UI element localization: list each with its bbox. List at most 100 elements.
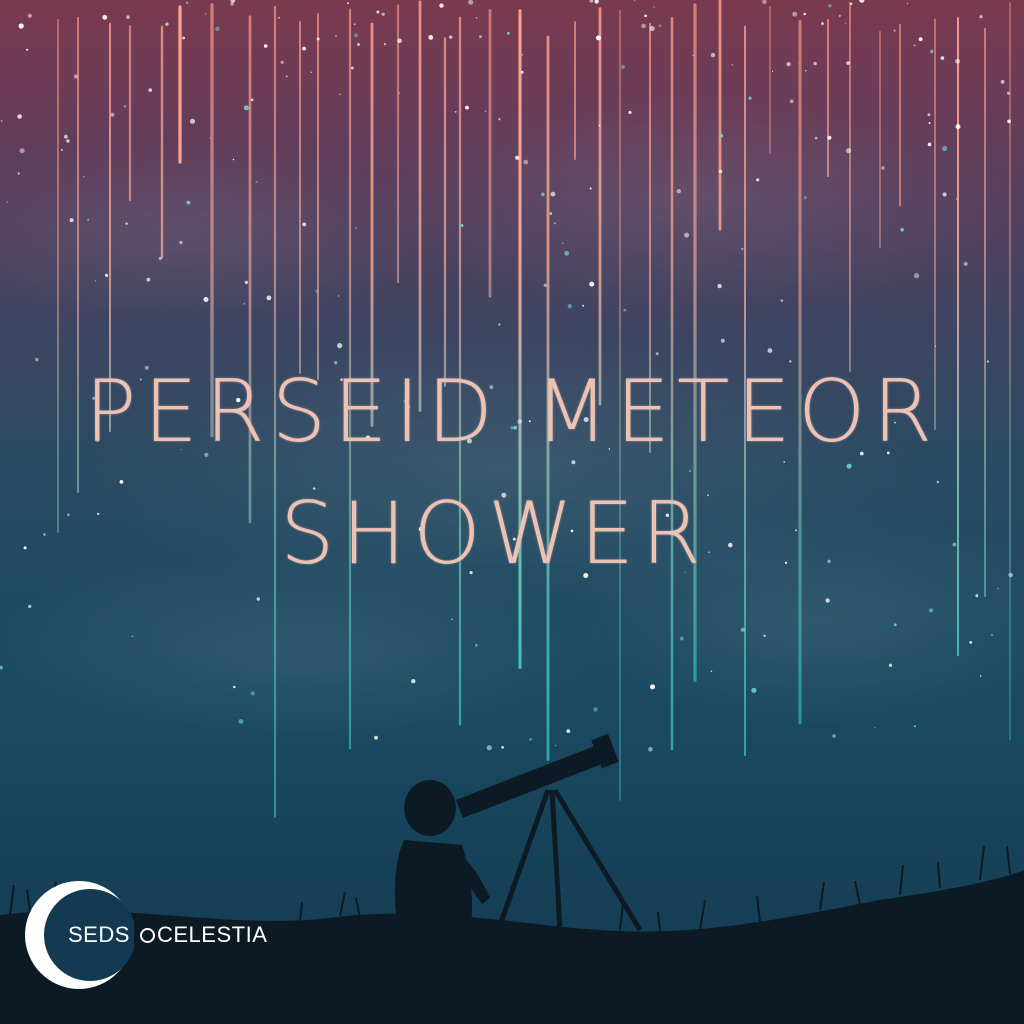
star — [285, 75, 288, 78]
star — [583, 417, 589, 423]
star — [146, 277, 151, 282]
star — [813, 61, 817, 66]
star — [451, 618, 453, 621]
star — [913, 273, 920, 279]
star — [365, 435, 371, 441]
star — [874, 727, 876, 729]
star — [718, 169, 723, 174]
star — [562, 242, 564, 244]
star — [454, 111, 457, 113]
star — [398, 92, 401, 94]
title-line-1: PERSEID METEOR — [84, 362, 940, 462]
seds-celestia-logo: SEDS CELESTIA — [24, 880, 284, 990]
star — [312, 487, 316, 490]
star — [952, 542, 957, 547]
star — [215, 26, 220, 31]
star — [148, 88, 152, 92]
star — [523, 159, 529, 165]
star — [789, 99, 794, 104]
star — [105, 273, 109, 277]
star — [353, 23, 356, 26]
star — [232, 158, 235, 161]
star — [767, 348, 773, 353]
star — [521, 54, 523, 56]
star — [520, 70, 524, 74]
star — [0, 120, 3, 122]
star — [748, 96, 752, 100]
hill — [0, 870, 1024, 1024]
star — [439, 3, 444, 8]
star — [653, 6, 656, 9]
star — [728, 542, 733, 548]
star — [927, 142, 932, 147]
star — [846, 148, 852, 154]
star — [351, 66, 354, 70]
star — [593, 707, 598, 712]
star — [720, 338, 725, 343]
star — [144, 365, 149, 370]
star — [710, 670, 713, 672]
star — [18, 23, 24, 29]
star — [95, 437, 100, 442]
star — [403, 398, 409, 404]
star — [986, 360, 990, 363]
star — [740, 627, 745, 632]
star — [381, 12, 385, 16]
star — [648, 747, 653, 752]
star — [501, 746, 504, 749]
star — [182, 36, 186, 40]
star — [888, 663, 893, 667]
star — [598, 124, 601, 127]
star — [623, 308, 627, 312]
grass — [9, 845, 1011, 933]
star — [179, 240, 183, 245]
star — [126, 15, 130, 19]
star — [679, 636, 684, 641]
star — [125, 222, 128, 225]
star — [466, 438, 472, 444]
star — [900, 228, 904, 232]
star — [783, 461, 785, 463]
star — [684, 232, 690, 238]
star — [110, 112, 115, 117]
star — [792, 11, 798, 17]
star — [784, 561, 788, 564]
star — [935, 345, 937, 347]
star — [846, 463, 852, 469]
meteor-streaks — [57, 0, 1011, 818]
star — [6, 201, 9, 204]
star — [428, 35, 434, 40]
star — [658, 24, 662, 28]
star — [19, 148, 25, 154]
star — [969, 641, 973, 644]
crescent-moon-icon — [25, 881, 134, 989]
star — [501, 492, 507, 498]
star — [310, 71, 312, 74]
star — [644, 14, 647, 18]
star — [928, 122, 931, 124]
star — [411, 679, 416, 684]
star — [337, 343, 343, 349]
star — [689, 470, 691, 472]
star — [553, 222, 556, 225]
star — [243, 303, 245, 305]
star — [751, 687, 757, 693]
star — [96, 512, 100, 516]
star — [684, 571, 686, 573]
star — [803, 196, 807, 200]
star — [650, 684, 655, 690]
star — [92, 396, 96, 400]
star — [498, 118, 501, 121]
star — [655, 352, 659, 356]
star — [942, 146, 948, 151]
star — [828, 3, 832, 8]
star — [621, 65, 625, 69]
star — [335, 35, 337, 37]
star — [665, 513, 670, 517]
star — [529, 738, 532, 741]
star — [131, 635, 134, 638]
star — [772, 70, 774, 72]
star — [87, 218, 90, 221]
star — [0, 665, 3, 670]
